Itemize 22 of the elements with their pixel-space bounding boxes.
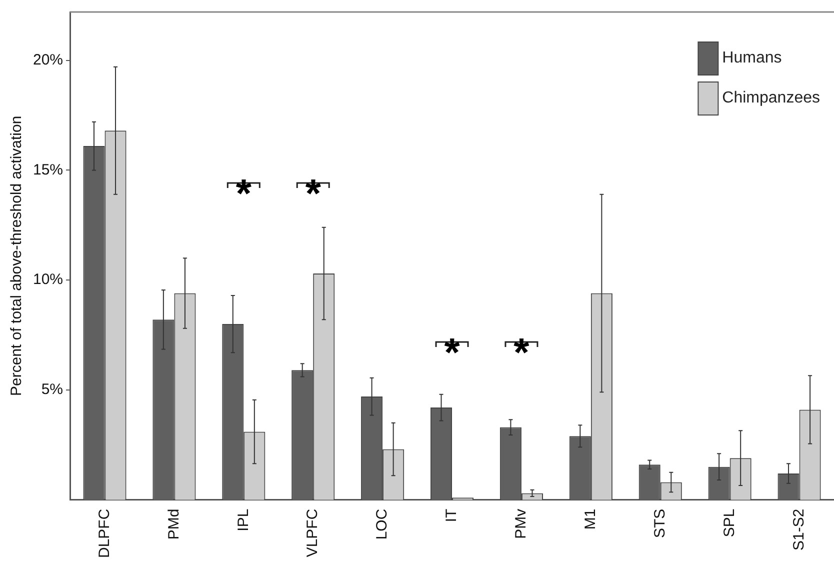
x-tick-label: IPL (234, 508, 252, 532)
x-tick-label: PMv (512, 508, 530, 539)
x-tick-label: S1-S2 (790, 508, 808, 551)
annotation: * (236, 172, 252, 216)
annotation: * (305, 172, 322, 216)
legend-label: Chimpanzees (722, 89, 820, 106)
y-tick-label: 15% (32, 161, 64, 178)
x-tick-label: SPL (720, 508, 738, 538)
legend-label: Humans (722, 49, 782, 66)
x-tick-label: LOC (374, 508, 391, 540)
annotation: * (444, 331, 460, 375)
x-tick-label: IT (443, 508, 460, 522)
y-tick-label: 5% (41, 381, 64, 398)
y-axis-title: Percent of total above-threshold activation (8, 116, 26, 396)
y-tick-label: 20% (32, 51, 64, 68)
annotation: * (514, 331, 530, 375)
x-tick-label: M1 (582, 508, 600, 530)
x-tick-label: VLPFC (304, 508, 322, 558)
x-tick-label: PMd (165, 508, 182, 540)
x-tick-label: STS (652, 508, 669, 538)
x-tick-label: DLPFC (96, 508, 113, 558)
y-tick-label: 10% (32, 271, 64, 288)
